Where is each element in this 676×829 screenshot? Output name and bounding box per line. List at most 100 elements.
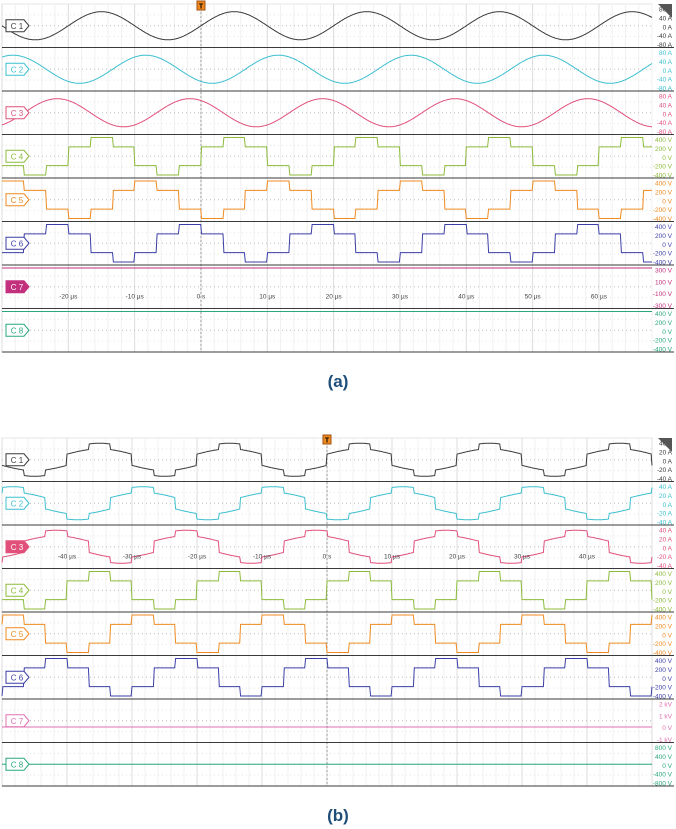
channel-tag-4: C 4 — [5, 149, 30, 163]
scale-label: 40 A — [659, 59, 673, 66]
channel-lane-2: C 2 40 A 20 A 0 A -20 A -40 A — [1, 484, 674, 527]
scale-label: 0 A — [663, 68, 673, 75]
scale-labels-4: 400 V 200 V 0 V -200 V -400 V — [653, 137, 673, 180]
scale-label: 0 A — [663, 111, 673, 118]
waveform-c1 — [1, 11, 653, 41]
scale-label: 0 V — [662, 329, 672, 336]
channel-tag-shape — [5, 236, 30, 250]
time-tick-label: 20 µs — [326, 294, 343, 301]
scale-label: 400 V — [655, 224, 673, 231]
channel-tag-shape — [5, 19, 30, 33]
scale-label: -400 V — [653, 772, 673, 779]
channel-tag-shape — [5, 106, 30, 120]
waveform-c6 — [1, 658, 653, 697]
channel-tag-label: C 4 — [11, 586, 24, 595]
scale-label: 0 A — [663, 24, 673, 31]
scale-label: -300 V — [653, 303, 673, 310]
scale-label: -20 A — [657, 511, 673, 518]
waveform-c2 — [1, 54, 653, 84]
channel-tag-7: C 7 — [5, 280, 30, 294]
channel-tag-1: C 1 — [5, 453, 30, 467]
channel-tag-shape — [5, 583, 30, 597]
scale-label: 300 V — [655, 268, 673, 275]
channel-tag-4: C 4 — [5, 583, 30, 597]
channel-tag-shape — [5, 149, 30, 163]
channel-tag-6: C 6 — [5, 670, 30, 684]
channel-lane-3: C 3 80 A40 A 0 A -40 A -80 A — [1, 94, 674, 136]
channel-lane-4: C 4 400 V 200 V 0 V -200 V -400 V — [2, 571, 674, 614]
scale-label: -80 A — [657, 42, 673, 49]
channel-tag-shape — [5, 323, 30, 337]
caption-a: (a) — [327, 372, 349, 391]
channel-tag-7: C 7 — [5, 714, 30, 728]
time-tick-label: 30 µs — [392, 294, 409, 301]
channel-lane-6: C 6 400 V 200 V 0 V -200 V -400 V — [1, 658, 674, 701]
time-axis-labels: -40 µs -30 µs -20 µs -10 µs 0 s 10 µs 20 µs 30 … — [58, 554, 596, 561]
time-tick-label: 30 µs — [514, 554, 531, 561]
time-tick-label: 10 µs — [384, 554, 401, 561]
scale-label: -200 V — [653, 338, 673, 345]
channel-tag-5: C 5 — [5, 193, 30, 207]
scale-label: 2 kV — [659, 702, 673, 709]
scale-label: 100 V — [655, 279, 673, 286]
scale-label: -40 A — [657, 33, 673, 40]
time-tick-label: 20 µs — [449, 554, 466, 561]
scale-label: 0 V — [662, 725, 672, 732]
scale-label: -80 A — [657, 86, 673, 93]
channel-tag-2: C 2 — [5, 496, 30, 510]
waveform-c2 — [1, 486, 653, 521]
corner-icon — [658, 438, 672, 452]
trigger-marker: T — [196, 0, 206, 11]
channel-tag-shape — [5, 714, 30, 728]
scale-label: 200 V — [655, 146, 673, 153]
channel-lane-7: C 7 300 V 100 V -100 V -300 V — [2, 267, 674, 310]
time-tick-label: -20 µs — [188, 554, 207, 561]
channel-tag-label: C 2 — [11, 65, 24, 74]
channel-tag-label: C 5 — [11, 196, 24, 205]
trigger-marker-label: T — [199, 4, 204, 11]
scale-label: 0 A — [663, 545, 673, 552]
channel-tag-6: C 6 — [5, 236, 30, 250]
channel-tag-3: C 3 — [5, 106, 30, 120]
scale-label: -200 V — [653, 598, 673, 605]
corner-icon — [658, 4, 672, 18]
channel-tag-label: C 5 — [11, 630, 24, 639]
scale-label: -100 V — [653, 291, 673, 298]
oscilloscope-panel-a: TC 180 A40 A0 A-40 A-80 AC 280 A40 A0 A-… — [0, 0, 676, 367]
scale-label: 200 V — [655, 189, 673, 196]
scale-label: 400 V — [655, 571, 673, 578]
scale-labels-6: 400 V 200 V 0 V -200 V -400 V — [653, 658, 673, 701]
scale-label: 400 V — [655, 615, 673, 622]
scale-label: 80 A — [659, 50, 673, 57]
scale-label: -20 A — [657, 467, 673, 474]
channel-tag-2: C 2 — [5, 62, 30, 76]
scale-label: -20 A — [657, 554, 673, 561]
caption-b: (b) — [327, 806, 349, 825]
scale-labels-8: 800 V 400 V 0 V -400 V -800 V — [653, 745, 673, 788]
scale-label: -200 V — [653, 685, 673, 692]
channel-tag-label: C 1 — [11, 456, 24, 465]
channel-tag-shape — [5, 540, 30, 554]
scale-label: -200 V — [653, 164, 673, 171]
scale-labels-3: 40 A20 A 0 A -20 A -40 A — [657, 528, 673, 571]
scale-label: 40 A — [659, 102, 673, 109]
waveform-c4 — [2, 137, 652, 176]
scale-label: -200 V — [653, 641, 673, 648]
scale-label: -200 V — [653, 207, 673, 214]
channel-tag-shape — [5, 280, 30, 294]
channel-tag-shape — [5, 453, 30, 467]
scale-label: 0 A — [663, 502, 673, 509]
scale-label: -400 V — [653, 216, 673, 223]
oscilloscope-panel-b: TC 140 A20 A0 A-20 A-40 AC 240 A20 A0 A-… — [0, 434, 676, 801]
scale-label: 400 V — [655, 658, 673, 665]
time-tick-label: 40 µs — [579, 554, 596, 561]
scale-label: -800 V — [653, 781, 673, 788]
scale-label: -400 V — [653, 173, 673, 180]
channel-tag-label: C 8 — [11, 760, 24, 769]
channel-lane-7: C 7 2 kV 1 kV 0 V -1 kV — [2, 702, 674, 744]
time-tick-label: 50 µs — [525, 294, 542, 301]
scale-label: -80 A — [657, 129, 673, 136]
time-tick-label: -10 µs — [126, 294, 145, 301]
scale-label: -200 V — [653, 251, 673, 258]
time-tick-label: 0 s — [197, 294, 206, 301]
